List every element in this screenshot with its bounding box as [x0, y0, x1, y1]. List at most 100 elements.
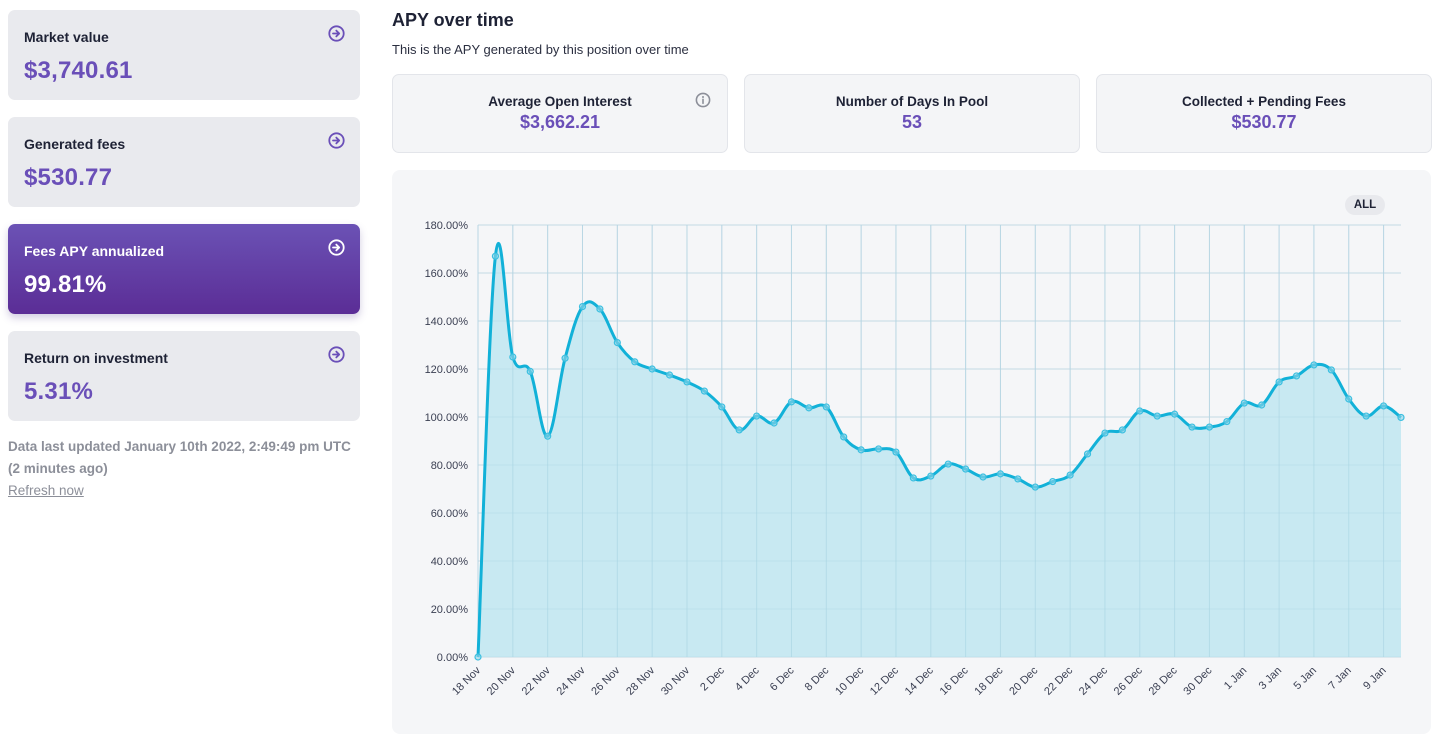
kpi-label: Average Open Interest [488, 94, 632, 109]
arrow-right-circle-icon[interactable] [328, 239, 345, 256]
x-tick-label: 18 Nov [450, 664, 483, 697]
x-tick-label: 20 Dec [1007, 664, 1040, 697]
data-point [1362, 412, 1370, 420]
sidebar: Market value $3,740.61 Generated fees $5… [8, 10, 360, 438]
x-tick-label: 10 Dec [833, 664, 866, 697]
kpi-collected-pending-fees: Collected + Pending Fees $530.77 [1096, 74, 1432, 153]
x-tick-label: 20 Nov [485, 664, 518, 697]
stat-card-market-value[interactable]: Market value $3,740.61 [8, 10, 360, 100]
data-point [1031, 483, 1039, 491]
data-point [787, 398, 796, 406]
kpi-value: 53 [901, 112, 923, 132]
refresh-now-link[interactable]: Refresh now [8, 483, 84, 498]
stat-value: $530.77 [24, 164, 113, 191]
data-point [1118, 426, 1126, 434]
data-point [1240, 399, 1248, 407]
data-point [1379, 402, 1388, 410]
stat-card-generated-fees[interactable]: Generated fees $530.77 [8, 117, 360, 207]
kpi-average-open-interest: Average Open Interest $3,662.21 [392, 74, 728, 153]
x-tick-label: 28 Nov [624, 664, 657, 697]
stat-label: Market value [24, 29, 109, 45]
y-tick-label: 60.00% [431, 508, 469, 520]
x-tick-label: 6 Dec [768, 664, 797, 693]
kpi-value: $3,662.21 [519, 112, 601, 132]
stat-value: 5.31% [24, 378, 94, 405]
data-point [1101, 429, 1109, 437]
y-tick-label: 100.00% [425, 412, 469, 424]
x-tick-label: 26 Dec [1112, 664, 1145, 697]
arrow-right-circle-icon[interactable] [328, 132, 345, 149]
stat-value: $3,740.61 [24, 57, 133, 84]
data-point [892, 448, 900, 456]
stat-card-roi[interactable]: Return on investment 5.31% [8, 331, 360, 421]
x-tick-label: 7 Jan [1326, 665, 1354, 693]
last-updated-relative: (2 minutes ago) [8, 461, 108, 476]
arrow-right-circle-icon[interactable] [328, 346, 345, 363]
x-tick-label: 8 Dec [803, 664, 832, 693]
stat-card-fees-apy[interactable]: Fees APY annualized 99.81% [8, 224, 360, 314]
x-tick-label: 16 Dec [938, 664, 971, 697]
data-point [770, 419, 778, 427]
x-tick-label: 24 Nov [554, 664, 587, 697]
data-point [700, 387, 708, 395]
page-title: APY over time [392, 10, 514, 30]
x-tick-label: 1 Jan [1222, 665, 1250, 693]
stat-label: Return on investment [24, 350, 168, 366]
data-point [805, 404, 813, 412]
data-point [631, 358, 639, 366]
data-point [909, 474, 917, 482]
x-tick-label: 5 Jan [1292, 665, 1320, 693]
range-all-button[interactable]: ALL [1345, 195, 1385, 215]
y-tick-label: 40.00% [431, 556, 469, 568]
x-tick-label: 9 Jan [1361, 665, 1389, 693]
kpi-label: Collected + Pending Fees [1182, 94, 1346, 109]
data-point [648, 365, 656, 373]
data-point [735, 426, 743, 434]
last-updated-text: Data last updated January 10th 2022, 2:4… [8, 439, 351, 454]
data-point [1083, 450, 1092, 458]
y-tick-label: 0.00% [437, 652, 468, 664]
data-point [753, 412, 761, 420]
data-point [509, 353, 517, 361]
data-point [578, 303, 587, 311]
kpi-value: $530.77 [1231, 112, 1297, 132]
data-point [1049, 477, 1057, 486]
data-point [613, 339, 621, 347]
stat-label: Generated fees [24, 136, 126, 152]
data-point [1066, 471, 1074, 479]
data-point [944, 460, 952, 468]
x-tick-label: 4 Dec [733, 664, 762, 693]
data-point [1258, 401, 1266, 409]
apy-area [478, 243, 1401, 657]
data-point [1327, 366, 1335, 374]
data-point [683, 378, 691, 386]
apy-chart-card: ALL 0.00% 20.00% 40.00% 60.00% 80.00% 100.00%… [392, 170, 1431, 734]
y-tick-label: 20.00% [431, 604, 469, 616]
data-point [1171, 410, 1179, 418]
last-updated-info: Data last updated January 10th 2022, 2:4… [8, 436, 368, 502]
data-point [491, 252, 500, 260]
x-tick-label: 3 Jan [1257, 665, 1285, 693]
data-point [474, 653, 482, 661]
data-point [1188, 423, 1196, 431]
y-tick-label: 120.00% [425, 364, 469, 376]
x-tick-label: 12 Dec [868, 664, 901, 697]
data-point [1397, 413, 1405, 422]
data-point [1345, 395, 1353, 403]
data-point [962, 465, 970, 473]
stat-value: 99.81% [24, 271, 107, 298]
page-subtitle: This is the APY generated by this positi… [392, 42, 689, 57]
x-tick-label: 30 Dec [1181, 664, 1214, 697]
y-tick-label: 80.00% [431, 460, 469, 472]
info-icon[interactable] [695, 92, 711, 108]
x-tick-label: 28 Dec [1147, 664, 1180, 697]
data-point [840, 433, 848, 441]
data-point [596, 305, 604, 313]
arrow-right-circle-icon[interactable] [328, 25, 345, 42]
data-point [822, 403, 830, 411]
data-point [1275, 378, 1283, 386]
data-point [1292, 372, 1301, 380]
x-tick-label: 22 Nov [520, 664, 553, 697]
y-tick-label: 140.00% [425, 316, 469, 328]
data-point [665, 371, 674, 379]
